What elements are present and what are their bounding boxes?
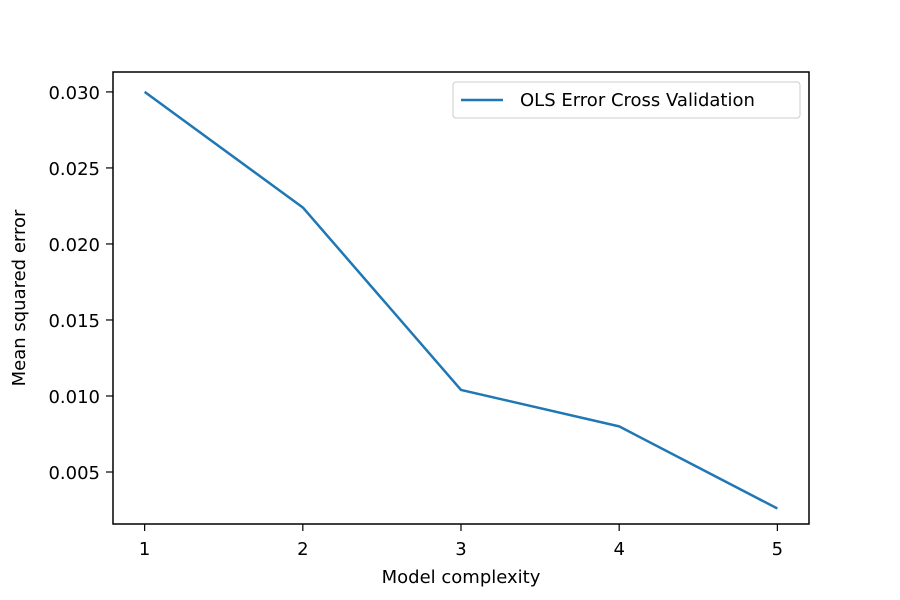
y-tick-label: 0.005 [48,463,100,484]
x-axis-label: Model complexity [382,567,541,588]
x-tick-label: 1 [139,539,150,560]
series-line-0 [143,90,778,510]
series-lines [143,90,778,510]
y-axis-label: Mean squared error [9,209,30,386]
y-tick-label: 0.010 [48,387,100,408]
legend-label: OLS Error Cross Validation [520,90,755,111]
y-tick-label: 0.020 [48,235,100,256]
x-tick-label: 5 [772,539,783,560]
x-ticks: 1 2 3 4 5 [139,524,783,560]
y-ticks: 0.005 0.010 0.015 0.020 0.025 0.030 [48,83,113,484]
legend: OLS Error Cross Validation [452,81,801,119]
y-tick-label: 0.025 [48,159,100,180]
x-tick-label: 2 [297,539,308,560]
y-tick-label: 0.015 [48,311,100,332]
y-tick-label: 0.030 [48,83,100,104]
x-tick-label: 4 [613,539,624,560]
legend-box [452,81,801,119]
x-tick-label: 3 [455,539,466,560]
